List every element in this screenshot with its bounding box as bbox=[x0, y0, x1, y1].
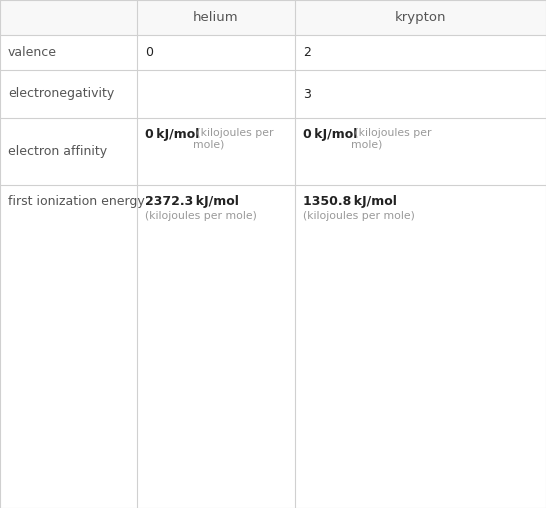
Text: (kilojoules per
mole): (kilojoules per mole) bbox=[351, 128, 431, 149]
Text: (kilojoules per mole): (kilojoules per mole) bbox=[145, 211, 257, 221]
Text: 0 kJ/mol: 0 kJ/mol bbox=[303, 128, 358, 141]
Bar bbox=[0, 0, 546, 35]
Text: krypton: krypton bbox=[395, 11, 446, 24]
Text: helium: helium bbox=[193, 11, 239, 24]
Text: 2372.3 kJ/mol: 2372.3 kJ/mol bbox=[145, 195, 239, 208]
Text: (kilojoules per
mole): (kilojoules per mole) bbox=[193, 128, 274, 149]
Text: 0 kJ/mol: 0 kJ/mol bbox=[145, 128, 199, 141]
Text: 3: 3 bbox=[303, 87, 311, 101]
Text: 1350.8 kJ/mol: 1350.8 kJ/mol bbox=[303, 195, 397, 208]
Text: (kilojoules per mole): (kilojoules per mole) bbox=[303, 211, 415, 221]
Text: first ionization energy: first ionization energy bbox=[8, 195, 145, 208]
Text: 0: 0 bbox=[145, 46, 153, 59]
Text: 2: 2 bbox=[303, 46, 311, 59]
Text: electron affinity: electron affinity bbox=[8, 145, 107, 158]
Text: valence: valence bbox=[8, 46, 57, 59]
Text: electronegativity: electronegativity bbox=[8, 87, 114, 101]
